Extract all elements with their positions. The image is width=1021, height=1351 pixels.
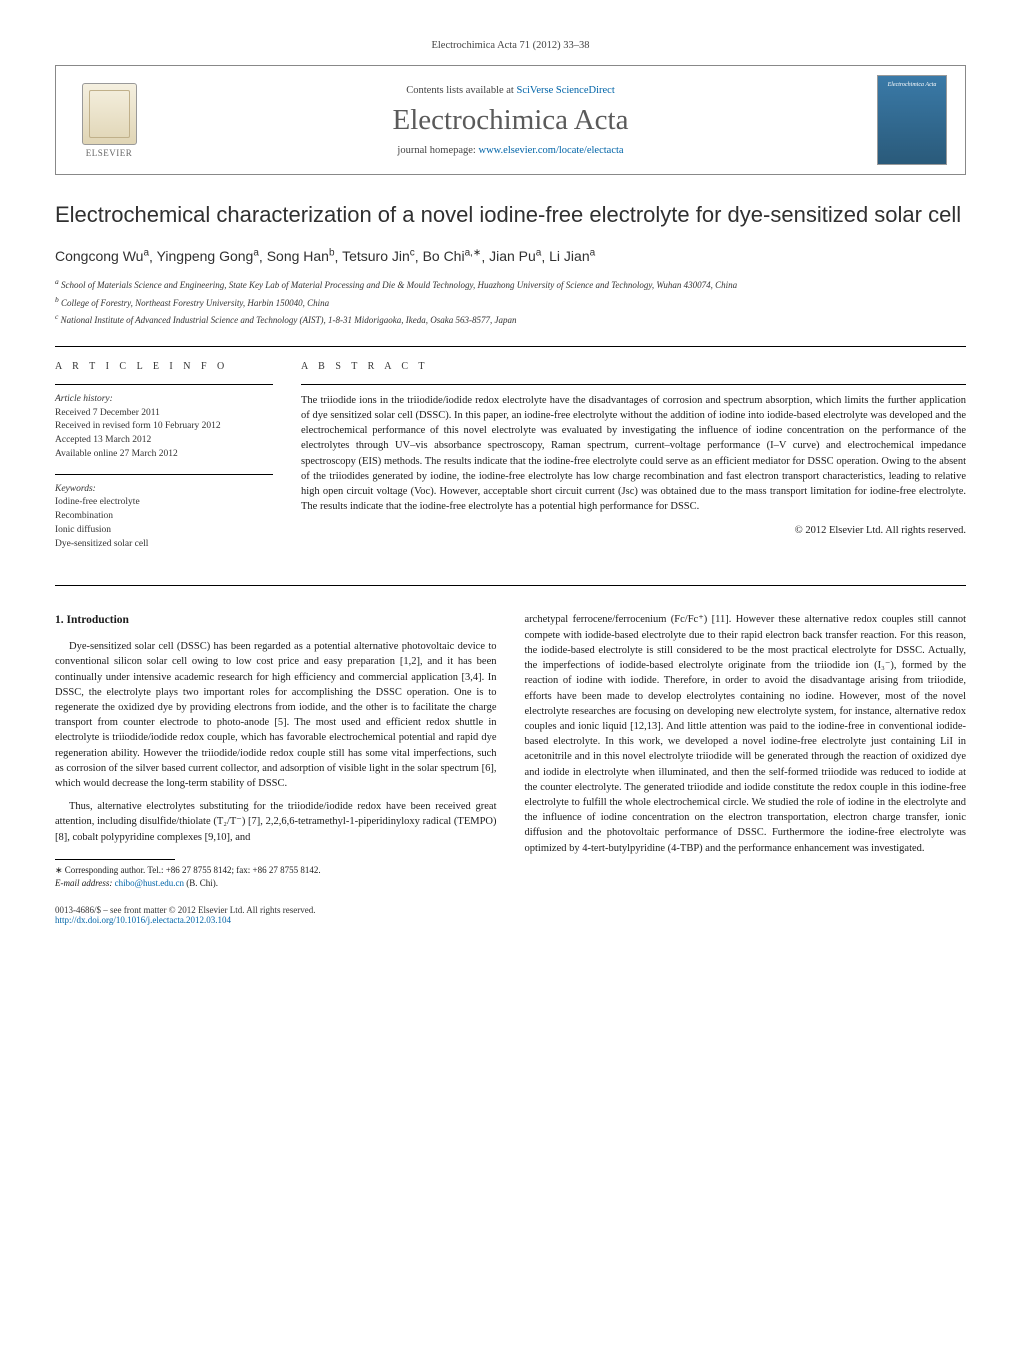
keyword: Iodine-free electrolyte (55, 496, 273, 510)
corr-email-line: E-mail address: chibo@hust.edu.cn (B. Ch… (55, 877, 497, 890)
rule (55, 474, 273, 475)
homepage-prefix: journal homepage: (397, 145, 478, 156)
homepage-link[interactable]: www.elsevier.com/locate/electacta (478, 145, 623, 156)
body-paragraph: archetypal ferrocene/ferrocenium (Fc/Fc⁺… (525, 612, 967, 856)
history-line: Received 7 December 2011 (55, 407, 273, 421)
corr-author-line: ∗ Corresponding author. Tel.: +86 27 875… (55, 864, 497, 877)
cover-thumb-label: Electrochimica Acta (882, 82, 942, 88)
keyword: Dye-sensitized solar cell (55, 538, 273, 552)
keyword: Ionic diffusion (55, 524, 273, 538)
email-label: E-mail address: (55, 878, 115, 888)
affiliation: b College of Forestry, Northeast Forestr… (55, 294, 966, 311)
article-info-column: A R T I C L E I N F O Article history: R… (55, 361, 273, 564)
intro-heading: 1. Introduction (55, 612, 497, 629)
abstract-copyright: © 2012 Elsevier Ltd. All rights reserved… (301, 525, 966, 536)
affiliation: a School of Materials Science and Engine… (55, 276, 966, 293)
history-line: Received in revised form 10 February 201… (55, 420, 273, 434)
rule (55, 384, 273, 385)
history-label: Article history: (55, 393, 273, 407)
body-paragraph: Thus, alternative electrolytes substitut… (55, 799, 497, 845)
affiliations: a School of Materials Science and Engine… (55, 276, 966, 328)
author: Song Hanb (267, 248, 335, 264)
keywords-block: Keywords: Iodine-free electrolyte Recomb… (55, 483, 273, 552)
abstract-heading: A B S T R A C T (301, 361, 966, 372)
contents-prefix: Contents lists available at (406, 85, 516, 96)
left-column: 1. Introduction Dye-sensitized solar cel… (55, 612, 497, 889)
journal-header: ELSEVIER Contents lists available at Sci… (55, 65, 966, 175)
article-title: Electrochemical characterization of a no… (55, 201, 966, 230)
article-info-heading: A R T I C L E I N F O (55, 361, 273, 372)
corresponding-footnote: ∗ Corresponding author. Tel.: +86 27 875… (55, 864, 497, 889)
email-link[interactable]: chibo@hust.edu.cn (115, 878, 184, 888)
footnote-rule (55, 859, 175, 860)
journal-cover-thumb: Electrochimica Acta (877, 75, 947, 165)
abstract-column: A B S T R A C T The triiodide ions in th… (301, 361, 966, 564)
author: Yingpeng Gonga (157, 248, 259, 264)
rule (301, 384, 966, 385)
journal-reference: Electrochimica Acta 71 (2012) 33–38 (55, 40, 966, 51)
affiliation: c National Institute of Advanced Industr… (55, 311, 966, 328)
publisher-name: ELSEVIER (86, 148, 133, 158)
keyword: Recombination (55, 510, 273, 524)
homepage-line: journal homepage: www.elsevier.com/locat… (144, 145, 877, 156)
author: Li Jiana (549, 248, 595, 264)
email-suffix: (B. Chi). (184, 878, 218, 888)
body-paragraph: Dye-sensitized solar cell (DSSC) has bee… (55, 639, 497, 791)
history-line: Available online 27 March 2012 (55, 448, 273, 462)
abstract-text: The triiodide ions in the triiodide/iodi… (301, 393, 966, 515)
page-footer: 0013-4686/$ – see front matter © 2012 El… (55, 905, 966, 925)
author: Bo Chia,∗ (423, 248, 482, 264)
publisher-logo: ELSEVIER (74, 76, 144, 164)
page: Electrochimica Acta 71 (2012) 33–38 ELSE… (0, 0, 1021, 955)
rule (55, 585, 966, 586)
author: Jian Pua (489, 248, 541, 264)
doi-link[interactable]: http://dx.doi.org/10.1016/j.electacta.20… (55, 915, 231, 925)
footer-left: 0013-4686/$ – see front matter © 2012 El… (55, 905, 316, 925)
sciencedirect-link[interactable]: SciVerse ScienceDirect (516, 85, 614, 96)
authors-line: Congcong Wua, Yingpeng Gonga, Song Hanb,… (55, 248, 966, 265)
info-abstract-row: A R T I C L E I N F O Article history: R… (55, 347, 966, 564)
contents-line: Contents lists available at SciVerse Sci… (144, 85, 877, 96)
author: Congcong Wua (55, 248, 149, 264)
right-column: archetypal ferrocene/ferrocenium (Fc/Fc⁺… (525, 612, 967, 889)
history-line: Accepted 13 March 2012 (55, 434, 273, 448)
header-center: Contents lists available at SciVerse Sci… (144, 85, 877, 156)
article-history: Article history: Received 7 December 201… (55, 393, 273, 462)
body-two-column: 1. Introduction Dye-sensitized solar cel… (55, 612, 966, 889)
author: Tetsuro Jinc (342, 248, 415, 264)
journal-title: Electrochimica Acta (144, 104, 877, 137)
front-matter-line: 0013-4686/$ – see front matter © 2012 El… (55, 905, 316, 915)
elsevier-tree-icon (82, 83, 137, 145)
keywords-label: Keywords: (55, 483, 273, 497)
